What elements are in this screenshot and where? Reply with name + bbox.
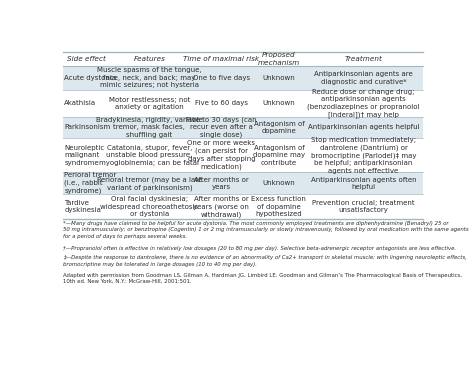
Text: Excess function
of dopamine
hypothesized: Excess function of dopamine hypothesized xyxy=(252,196,306,217)
Bar xyxy=(63,194,109,219)
Bar xyxy=(109,194,189,219)
Text: Unknown: Unknown xyxy=(263,100,295,106)
Text: Antiparkinsonian agents often
helpful: Antiparkinsonian agents often helpful xyxy=(311,177,416,190)
Text: Akathisia: Akathisia xyxy=(64,100,97,106)
Text: Catatonia, stupor, fever,
unstable blood pressure,
myoglobinemia; can be fatal: Catatonia, stupor, fever, unstable blood… xyxy=(100,145,200,166)
Bar xyxy=(254,90,304,117)
Bar xyxy=(109,138,189,172)
Text: Neuroleptic
malignant
syndrome: Neuroleptic malignant syndrome xyxy=(64,145,105,166)
Text: Five to 30 days (can
recur even after a
single dose): Five to 30 days (can recur even after a … xyxy=(186,116,256,139)
Bar xyxy=(254,52,304,66)
Bar xyxy=(109,172,189,194)
Text: *—Many drugs have claimed to be helpful for acute dystonia. The most commonly em: *—Many drugs have claimed to be helpful … xyxy=(63,221,468,238)
Bar xyxy=(254,66,304,90)
Text: Antagonism of
dopamine may
contribute: Antagonism of dopamine may contribute xyxy=(253,145,305,166)
Text: Reduce dose or change drug;
antiparkinsonian agents
(benzodiazepines or proprano: Reduce dose or change drug; antiparkinso… xyxy=(307,89,420,118)
Text: Five to 60 days: Five to 60 days xyxy=(195,100,248,106)
Bar xyxy=(254,138,304,172)
Text: Parkinsonism: Parkinsonism xyxy=(64,124,110,131)
Text: †—Propranolol often is effective in relatively low dosages (20 to 80 mg per day): †—Propranolol often is effective in rela… xyxy=(63,246,456,251)
Text: Perioral tremor (may be a late
variant of parkinsonism): Perioral tremor (may be a late variant o… xyxy=(97,176,202,191)
Text: ‡—Despite the response to dantrolene, there is no evidence of an abnormality of : ‡—Despite the response to dantrolene, th… xyxy=(63,256,467,267)
Bar xyxy=(304,117,423,138)
Bar xyxy=(189,138,254,172)
Bar xyxy=(254,117,304,138)
Text: Adapted with permission from Goodman LS, Gilman A, Hardman JG, Limbird LE. Goodm: Adapted with permission from Goodman LS,… xyxy=(63,273,462,284)
Bar xyxy=(109,90,189,117)
Text: Perioral tremor
(i.e., rabbit
syndrome): Perioral tremor (i.e., rabbit syndrome) xyxy=(64,172,117,194)
Text: Stop medication immediately;
dantrolene (Dantrium) or
bromocriptine (Parlodel)‡ : Stop medication immediately; dantrolene … xyxy=(311,137,416,174)
Bar xyxy=(304,90,423,117)
Bar xyxy=(304,138,423,172)
Bar xyxy=(304,66,423,90)
Bar xyxy=(254,194,304,219)
Text: One to five days: One to five days xyxy=(193,75,250,81)
Text: Antiparkinsonian agents helpful: Antiparkinsonian agents helpful xyxy=(308,124,419,131)
Text: Treatment: Treatment xyxy=(345,56,383,62)
Bar xyxy=(189,194,254,219)
Bar xyxy=(189,172,254,194)
Bar xyxy=(63,52,109,66)
Bar xyxy=(254,172,304,194)
Bar xyxy=(63,117,109,138)
Bar xyxy=(189,117,254,138)
Text: Antiparkinsonian agents are
diagnostic and curative*: Antiparkinsonian agents are diagnostic a… xyxy=(314,71,413,85)
Text: Muscle spasms of the tongue,
face, neck, and back; may
mimic seizures; not hyste: Muscle spasms of the tongue, face, neck,… xyxy=(97,67,201,89)
Text: Proposed
mechanism: Proposed mechanism xyxy=(258,52,300,66)
Text: Acute dystonia: Acute dystonia xyxy=(64,75,117,81)
Bar xyxy=(189,52,254,66)
Bar xyxy=(304,52,423,66)
Bar xyxy=(109,117,189,138)
Bar xyxy=(304,172,423,194)
Bar xyxy=(304,194,423,219)
Bar xyxy=(189,66,254,90)
Text: After months or
years (worse on
withdrawal): After months or years (worse on withdraw… xyxy=(193,196,249,218)
Bar xyxy=(109,66,189,90)
Text: Unknown: Unknown xyxy=(263,180,295,186)
Bar xyxy=(63,66,109,90)
Text: Features: Features xyxy=(133,56,165,62)
Bar xyxy=(109,52,189,66)
Text: Tardive
dyskinesia: Tardive dyskinesia xyxy=(64,200,101,213)
Text: Motor restlessness; not
anxiety or agitation: Motor restlessness; not anxiety or agita… xyxy=(109,97,190,110)
Bar xyxy=(63,172,109,194)
Bar xyxy=(63,90,109,117)
Text: Antagonism of
dopamine: Antagonism of dopamine xyxy=(254,121,304,134)
Text: Prevention crucial; treatment
unsatisfactory: Prevention crucial; treatment unsatisfac… xyxy=(312,200,415,213)
Text: Time of maximal risk: Time of maximal risk xyxy=(183,56,259,62)
Bar xyxy=(189,90,254,117)
Bar xyxy=(63,138,109,172)
Text: Unknown: Unknown xyxy=(263,75,295,81)
Text: Bradykinesia, rigidity, variable
tremor, mask facies,
shuffling gait: Bradykinesia, rigidity, variable tremor,… xyxy=(96,117,203,138)
Text: After months or
years: After months or years xyxy=(194,177,249,190)
Text: Side effect: Side effect xyxy=(67,56,106,62)
Text: Oral facial dyskinesia;
widespread choreoathetosis
or dystonia: Oral facial dyskinesia; widespread chore… xyxy=(100,196,199,217)
Text: One or more weeks
(can persist for
days after stopping
medication): One or more weeks (can persist for days … xyxy=(187,141,255,170)
